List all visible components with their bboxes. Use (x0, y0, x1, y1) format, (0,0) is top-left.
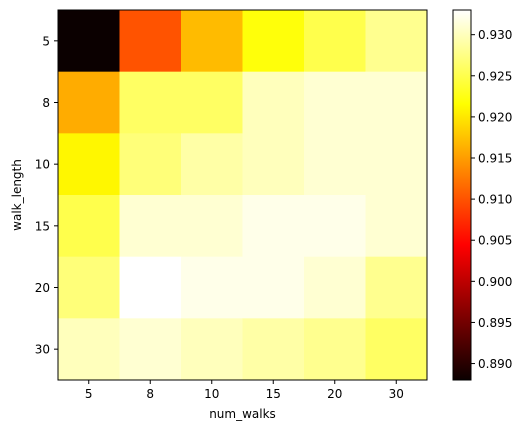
y-tick-label: 8 (42, 96, 50, 110)
x-tick-label: 10 (204, 387, 219, 401)
heatmap-cell (365, 71, 428, 134)
heatmap-cell (58, 133, 120, 196)
heatmap-cells (58, 10, 428, 381)
y-tick-label: 15 (35, 219, 50, 233)
heatmap-cell (365, 256, 428, 319)
y-axis-label: walk_length (10, 159, 24, 231)
heatmap-cell (58, 318, 120, 381)
heatmap-cell (181, 256, 243, 319)
x-tick-label: 15 (266, 387, 281, 401)
heatmap-cell (119, 318, 182, 381)
heatmap-cell (304, 195, 366, 258)
heatmap-cell (119, 71, 182, 134)
heatmap-cell (242, 133, 305, 196)
x-tick-label: 30 (389, 387, 404, 401)
heatmap-cell (365, 10, 428, 73)
heatmap-cell (304, 71, 366, 134)
heatmap-cell (119, 195, 182, 258)
heatmap-cell (304, 133, 366, 196)
y-tick-label: 5 (42, 34, 50, 48)
y-axis: 5 8 10 15 20 30 (35, 34, 58, 357)
heatmap-cell (365, 195, 428, 258)
y-tick-label: 30 (35, 343, 50, 357)
heatmap-cell (242, 256, 305, 319)
heatmap-cell (181, 71, 243, 134)
heatmap-cell (181, 133, 243, 196)
heatmap-cell (242, 71, 305, 134)
heatmap-cell (181, 318, 243, 381)
colorbar-tick-label: 0.900 (478, 275, 512, 289)
y-tick-label: 10 (35, 158, 50, 172)
colorbar-tick-label: 0.920 (478, 110, 512, 124)
heatmap-cell (304, 256, 366, 319)
colorbar-ticks: 0.890 0.895 0.900 0.905 0.910 0.915 0.920 0.925… (471, 28, 512, 371)
colorbar-tick-label: 0.895 (478, 316, 512, 330)
colorbar-tick-label: 0.915 (478, 152, 512, 166)
y-tick-label: 20 (35, 281, 50, 295)
colorbar (452, 9, 472, 381)
x-axis: 5 8 10 15 20 30 (85, 380, 404, 401)
heatmap-cell (119, 256, 182, 319)
heatmap-cell (242, 10, 305, 73)
heatmap-cell (365, 133, 428, 196)
x-tick-label: 5 (85, 387, 93, 401)
colorbar-tick-label: 0.890 (478, 357, 512, 371)
heatmap-cell (181, 195, 243, 258)
heatmap-cell (242, 195, 305, 258)
x-tick-label: 20 (327, 387, 342, 401)
heatmap-cell (58, 71, 120, 134)
heatmap-cell (304, 10, 366, 73)
plot-frame (57, 9, 428, 381)
x-tick-label: 8 (146, 387, 154, 401)
heatmap-cell (58, 10, 120, 73)
heatmap-cell (304, 318, 366, 381)
colorbar-tick-label: 0.905 (478, 234, 512, 248)
heatmap-cell (181, 10, 243, 73)
colorbar-tick-label: 0.910 (478, 193, 512, 207)
heatmap-cell (58, 256, 120, 319)
heatmap-cell (119, 10, 182, 73)
colorbar-tick-label: 0.925 (478, 69, 512, 83)
heatmap-cell (58, 195, 120, 258)
heatmap-cell (365, 318, 428, 381)
heatmap-cell (242, 318, 305, 381)
x-axis-label: num_walks (209, 407, 276, 421)
colorbar-tick-label: 0.930 (478, 28, 512, 42)
heatmap-cell (119, 133, 182, 196)
